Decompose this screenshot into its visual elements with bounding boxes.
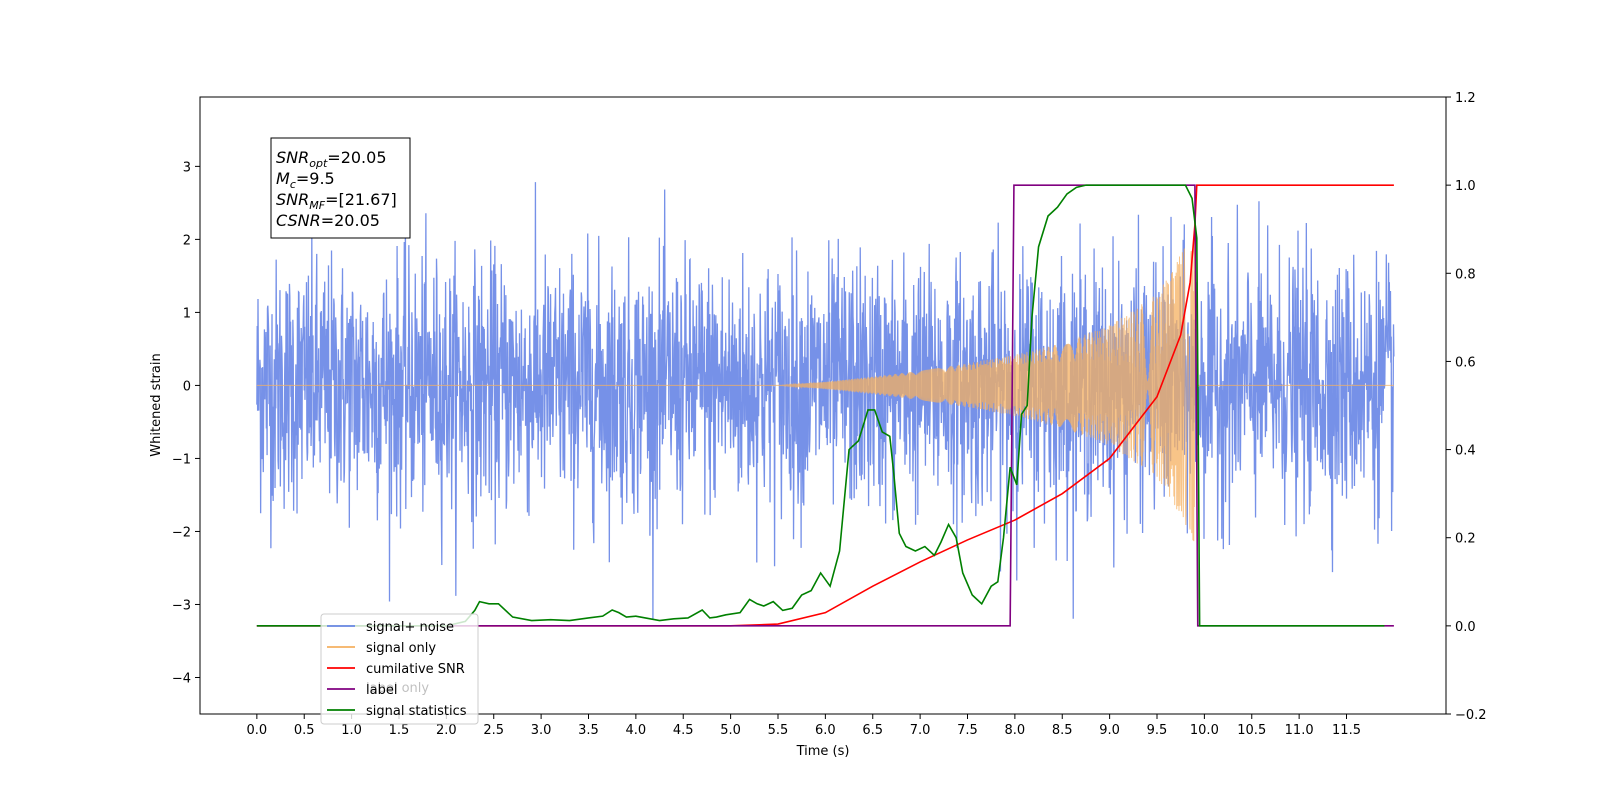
x-axis: 0.0 0.5 1.0 1.5 2.0 2.5 3.0 3.5 4.0 4.5 5.0 5.5 6.0 6…: [247, 714, 1361, 738]
y-left-tick-label: 2: [183, 233, 191, 248]
y-right-tick-label: 1.0: [1455, 179, 1476, 194]
y-axis-left: 3 2 1 0 −1 −2 −3 −4: [172, 160, 200, 686]
y-right-tick-label: 0.4: [1455, 444, 1476, 459]
annotation-value: =20.05: [327, 148, 386, 167]
annotation-line: SNRMF=[21.67]: [276, 190, 397, 212]
annotation-box: SNRopt=20.05Mc=9.5SNRMF=[21.67]CSNR=20.0…: [270, 137, 411, 239]
legend-item-label: signal statistics: [366, 704, 467, 719]
x-tick-label: 6.0: [815, 723, 836, 738]
legend: label only signal+ noise signal only cumil…: [320, 613, 479, 725]
annotation-name: M: [276, 169, 290, 188]
x-tick-label: 8.0: [1005, 723, 1026, 738]
x-tick-label: 4.5: [673, 723, 694, 738]
x-tick-label: 8.5: [1052, 723, 1073, 738]
y-left-tick-label: 1: [183, 306, 191, 321]
annotation-value: =[21.67]: [325, 190, 397, 209]
legend-item-label: signal+ noise: [366, 620, 454, 635]
x-tick-label: 11.5: [1332, 723, 1361, 738]
y-left-tick-label: −1: [172, 452, 191, 467]
legend-frame: [320, 613, 479, 725]
annotation-frame: [270, 137, 411, 239]
series-signal-noise-line: [256, 182, 1395, 620]
x-tick-label: 7.5: [957, 723, 978, 738]
y-right-tick-label: 0.0: [1455, 620, 1476, 635]
x-tick-label: 5.5: [768, 723, 789, 738]
x-tick-label: 1.5: [389, 723, 410, 738]
y-axis-right: 1.2 1.0 0.8 0.6 0.4 0.2 0.0 −0.2: [1446, 91, 1487, 723]
annotation-name: SNR: [276, 190, 309, 209]
series-signal-statistics-line: [256, 184, 1385, 627]
y-right-tick-label: 1.2: [1455, 91, 1476, 106]
legend-item-label: cumilative SNR: [366, 662, 465, 677]
annotation-name: CSNR: [276, 211, 321, 230]
annotation-value: =9.5: [296, 169, 335, 188]
x-tick-label: 2.0: [436, 723, 457, 738]
x-tick-label: 3.0: [531, 723, 552, 738]
annotation-subscript: c: [290, 178, 296, 191]
legend-item-label: signal only: [366, 641, 436, 656]
x-axis-label: Time (s): [796, 744, 850, 759]
plot-area: [256, 182, 1395, 627]
y-left-tick-label: 0: [183, 379, 191, 394]
plot-frame: [199, 96, 1447, 715]
x-tick-label: 5.0: [720, 723, 741, 738]
annotation-subscript: MF: [309, 199, 325, 212]
annotation-line: Mc=9.5: [276, 169, 335, 191]
y-axis-left-label: Whitened strain: [149, 353, 164, 456]
x-tick-label: 4.0: [626, 723, 647, 738]
x-tick-label: 3.5: [578, 723, 599, 738]
x-tick-label: 9.0: [1099, 723, 1120, 738]
y-left-tick-label: −3: [172, 598, 191, 613]
x-tick-label: 10.0: [1190, 723, 1219, 738]
y-left-tick-label: 3: [183, 160, 191, 175]
annotation-name: SNR: [276, 148, 309, 167]
x-tick-label: 6.5: [862, 723, 883, 738]
y-right-tick-label: 0.8: [1455, 267, 1476, 282]
x-tick-label: 0.0: [247, 723, 268, 738]
x-tick-label: 1.0: [341, 723, 362, 738]
y-left-tick-label: −4: [172, 671, 191, 686]
series-cumulative-snr-line: [256, 184, 1394, 627]
annotation-line: SNRopt=20.05: [276, 148, 387, 170]
legend-item-label: label: [366, 683, 397, 698]
x-tick-label: 11.0: [1285, 723, 1314, 738]
x-tick-label: 0.5: [294, 723, 315, 738]
y-right-tick-label: 0.2: [1455, 532, 1476, 547]
legend-hidden-text: label only: [366, 681, 429, 696]
annotation-subscript: opt: [309, 157, 328, 170]
y-right-tick-label: −0.2: [1455, 708, 1487, 723]
x-tick-label: 2.5: [483, 723, 504, 738]
x-tick-label: 10.5: [1237, 723, 1266, 738]
series-signal-only-line: [256, 237, 1394, 542]
x-tick-label: 9.5: [1147, 723, 1168, 738]
annotation-line: CSNR=20.05: [276, 211, 380, 230]
x-tick-label: 7.0: [910, 723, 931, 738]
y-left-tick-label: −2: [172, 525, 191, 540]
y-right-tick-label: 0.6: [1455, 355, 1476, 370]
annotation-value: =20.05: [321, 211, 380, 230]
